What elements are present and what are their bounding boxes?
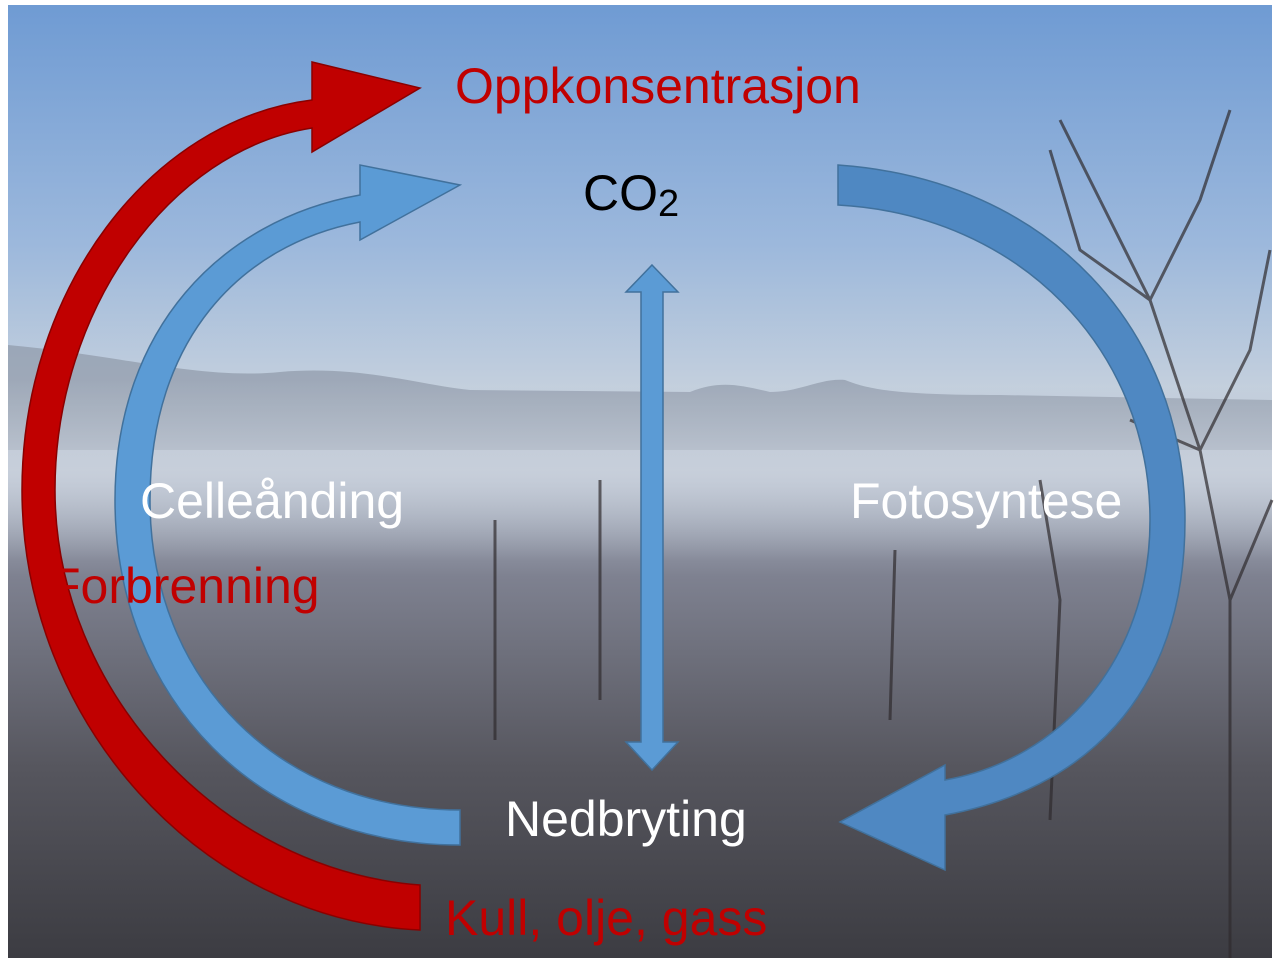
respiration-label: Celleånding: [140, 473, 404, 529]
diagram: Oppkonsentrasjon CO2 Celleånding Fotosyn…: [0, 0, 1279, 963]
combustion-label: Forbrenning: [50, 558, 320, 614]
title: Oppkonsentrasjon: [455, 58, 861, 114]
decomposition-label: Nedbryting: [505, 791, 747, 847]
fossil-fuels-label: Kull, olje, gass: [445, 890, 767, 946]
fog: [8, 380, 1272, 560]
photosynthesis-label: Fotosyntese: [850, 473, 1122, 529]
co2-subscript: 2: [658, 183, 679, 225]
page: Oppkonsentrasjon CO2 Celleånding Fotosyn…: [0, 0, 1279, 963]
co2-text: CO: [583, 165, 658, 221]
